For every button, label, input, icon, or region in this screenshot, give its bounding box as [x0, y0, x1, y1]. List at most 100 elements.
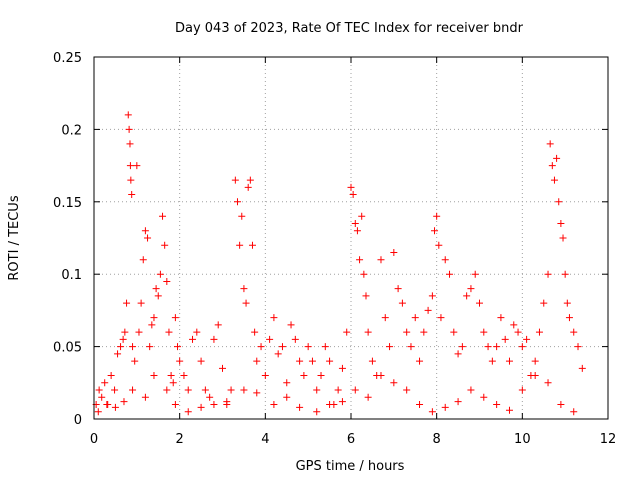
- data-point-marker: [411, 314, 419, 322]
- y-axis-label: ROTI / TECUs: [7, 195, 22, 280]
- data-point-marker: [480, 328, 488, 336]
- data-point-marker: [139, 256, 147, 264]
- data-point-marker: [120, 398, 128, 406]
- data-point-marker: [167, 372, 175, 380]
- data-point-marker: [240, 285, 248, 293]
- data-point-marker: [518, 386, 526, 394]
- data-point-marker: [386, 343, 394, 351]
- data-point-marker: [278, 343, 286, 351]
- data-point-marker: [313, 386, 321, 394]
- data-point-marker: [189, 335, 197, 343]
- data-point-marker: [291, 335, 299, 343]
- data-point-marker: [471, 270, 479, 278]
- data-point-marker: [201, 386, 209, 394]
- data-point-marker: [114, 350, 122, 358]
- data-point-marker: [131, 357, 139, 365]
- data-point-marker: [441, 403, 449, 411]
- data-point-marker: [144, 234, 152, 242]
- data-point-marker: [441, 256, 449, 264]
- data-point-marker: [356, 256, 364, 264]
- data-point-marker: [197, 357, 205, 365]
- data-point-marker: [364, 328, 372, 336]
- y-tick-label: 0.1: [61, 268, 82, 283]
- data-point-marker: [416, 357, 424, 365]
- data-point-marker: [253, 389, 261, 397]
- data-point-marker: [150, 372, 158, 380]
- data-point-marker: [257, 343, 265, 351]
- data-point-marker: [424, 306, 432, 314]
- data-point-marker: [111, 386, 119, 394]
- data-point-marker: [163, 277, 171, 285]
- data-point-marker: [296, 403, 304, 411]
- data-point-marker: [501, 335, 509, 343]
- data-point-marker: [95, 386, 103, 394]
- x-tick-label: 8: [433, 432, 441, 447]
- data-point-marker: [129, 386, 137, 394]
- data-point-marker: [578, 364, 586, 372]
- y-tick-label: 0.05: [53, 341, 82, 356]
- data-point-marker: [553, 154, 561, 162]
- data-point-marker: [129, 343, 137, 351]
- data-point-marker: [358, 212, 366, 220]
- data-point-marker: [555, 198, 563, 206]
- data-point-marker: [156, 270, 164, 278]
- data-point-marker: [454, 350, 462, 358]
- data-point-marker: [240, 386, 248, 394]
- y-tick-label: 0.2: [61, 123, 82, 138]
- data-point-marker: [377, 256, 385, 264]
- data-point-marker: [308, 357, 316, 365]
- data-point-marker: [117, 343, 125, 351]
- data-point-marker: [561, 270, 569, 278]
- data-point-marker: [128, 191, 136, 199]
- data-point-marker: [121, 328, 129, 336]
- data-point-marker: [347, 183, 355, 191]
- data-point-marker: [274, 350, 282, 358]
- data-point-marker: [364, 393, 372, 401]
- data-point-marker: [435, 241, 443, 249]
- data-point-marker: [437, 314, 445, 322]
- data-point-marker: [107, 372, 115, 380]
- data-point-marker: [338, 398, 346, 406]
- data-point-marker: [334, 386, 342, 394]
- data-point-marker: [126, 140, 134, 148]
- y-tick-label: 0.15: [53, 196, 82, 211]
- data-point-marker: [296, 357, 304, 365]
- data-point-marker: [227, 386, 235, 394]
- data-point-marker: [570, 408, 578, 416]
- data-point-marker: [476, 299, 483, 307]
- data-point-marker: [251, 328, 259, 336]
- x-tick-label: 4: [261, 432, 269, 447]
- data-point-marker: [287, 321, 295, 329]
- data-point-marker: [454, 398, 462, 406]
- data-point-marker: [248, 241, 256, 249]
- grid-lines: [94, 57, 608, 419]
- data-point-marker: [184, 386, 192, 394]
- y-tick-label: 0: [74, 413, 82, 428]
- data-point-marker: [467, 285, 475, 293]
- data-point-marker: [446, 270, 454, 278]
- data-point-marker: [368, 357, 376, 365]
- data-point-marker: [510, 321, 518, 329]
- data-point-marker: [300, 372, 308, 380]
- chart-title: Day 043 of 2023, Rate Of TEC Index for r…: [175, 21, 524, 36]
- data-point-marker: [540, 299, 548, 307]
- data-point-marker: [505, 406, 513, 414]
- data-point-marker: [338, 364, 346, 372]
- data-point-marker: [548, 162, 556, 170]
- data-point-marker: [493, 343, 501, 351]
- data-point-marker: [321, 343, 329, 351]
- data-point-marker: [146, 343, 154, 351]
- data-point-marker: [377, 372, 385, 380]
- data-point-marker: [326, 401, 334, 409]
- data-point-marker: [119, 335, 127, 343]
- data-point-marker: [242, 299, 250, 307]
- data-point-marker: [148, 321, 156, 329]
- data-point-marker: [127, 176, 135, 184]
- data-point-marker: [544, 379, 552, 387]
- data-point-marker: [159, 212, 167, 220]
- data-point-marker: [246, 176, 254, 184]
- data-point-marker: [135, 328, 143, 336]
- data-point-marker: [403, 386, 411, 394]
- data-point-marker: [488, 357, 496, 365]
- x-tick-label: 6: [347, 432, 355, 447]
